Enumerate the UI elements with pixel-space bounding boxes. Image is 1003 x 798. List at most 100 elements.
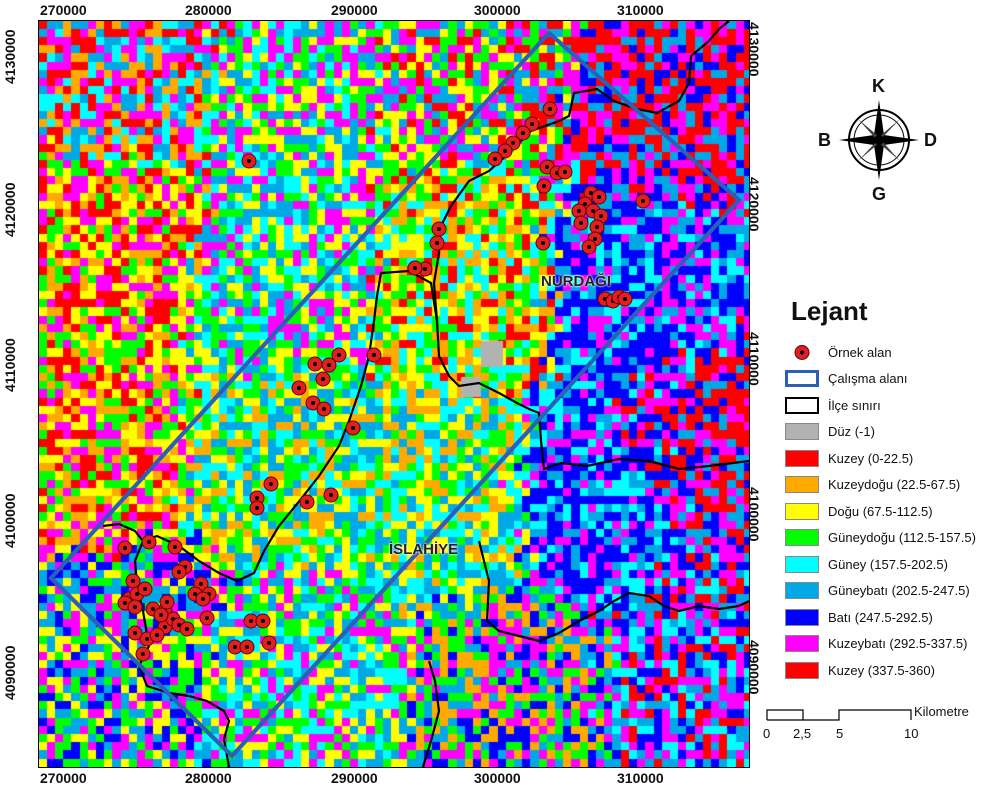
- aspect-class-swatch: [785, 661, 819, 679]
- sample-point: [127, 599, 143, 615]
- sample-point: [487, 151, 503, 167]
- x-tick-top-1: 270000: [40, 2, 87, 18]
- legend-label: Güneybatı (202.5-247.5): [828, 583, 970, 599]
- legend-label: Batı (247.5-292.5): [828, 609, 933, 625]
- x-tick-top-4: 300000: [474, 2, 521, 18]
- x-tick-bottom-4: 300000: [474, 770, 521, 786]
- sample-point: [593, 208, 609, 224]
- legend-item-aspect-class: Kuzey (337.5-360): [785, 657, 1000, 684]
- y-tick-left-4: 4100000: [2, 493, 18, 548]
- legend-label: Doğu (67.5-112.5): [828, 503, 933, 519]
- aspect-class-swatch: [785, 449, 819, 467]
- sample-point: [195, 591, 211, 607]
- legend-label: Kuzeydoğu (22.5-67.5): [828, 477, 961, 493]
- legend-item-aspect-class: Kuzey (0-22.5): [785, 445, 1000, 472]
- district-boundary-line: [421, 660, 441, 767]
- aspect-class-swatch: [785, 529, 819, 547]
- sample-point: [141, 534, 157, 550]
- sample-point: [573, 215, 589, 231]
- legend-label: Güney (157.5-202.5): [828, 556, 948, 572]
- aspect-map[interactable]: NURDAĞI İSLAHİYE: [38, 20, 750, 768]
- x-tick-top-5: 310000: [617, 2, 664, 18]
- sample-point: [159, 594, 175, 610]
- aspect-class-swatch: [785, 635, 819, 653]
- legend-item-aspect-class: Güneydoğu (112.5-157.5): [785, 525, 1000, 552]
- sample-point: [524, 116, 540, 132]
- sample-point: [316, 401, 332, 417]
- sample-point: [291, 380, 307, 396]
- legend-item-district-boundary: İlçe sınırı: [785, 392, 1000, 419]
- compass-north-label: K: [872, 76, 885, 96]
- x-tick-bottom-3: 290000: [331, 770, 378, 786]
- sample-point: [635, 193, 651, 209]
- aspect-class-swatch: [785, 502, 819, 520]
- x-tick-bottom-5: 310000: [617, 770, 664, 786]
- sample-point: [135, 646, 151, 662]
- sample-point: [307, 356, 323, 372]
- aspect-class-swatch: [785, 423, 819, 441]
- aspect-class-swatch: [785, 608, 819, 626]
- x-tick-top-3: 290000: [331, 2, 378, 18]
- legend-item-sample-point: Örnek alan: [785, 339, 1000, 366]
- sample-point: [149, 627, 165, 643]
- sample-point: [299, 494, 315, 510]
- district-boundaries: [102, 21, 749, 767]
- sample-point: [241, 153, 257, 169]
- legend-item-aspect-class: Kuzeybatı (292.5-337.5): [785, 631, 1000, 658]
- legend-label: Çalışma alanı: [828, 371, 908, 387]
- scale-bar-graphic: [766, 709, 912, 721]
- compass-rose-icon: [839, 100, 919, 180]
- sample-point: [331, 347, 347, 363]
- sample-point: [581, 239, 597, 255]
- legend-label: Kuzeybatı (292.5-337.5): [828, 636, 968, 652]
- sample-point: [535, 235, 551, 251]
- sample-point: [127, 625, 143, 641]
- district-boundary-line: [432, 21, 730, 322]
- scale-bar-tick-label: 5: [836, 726, 844, 741]
- sample-point: [261, 635, 277, 651]
- study-area-swatch: [785, 370, 819, 388]
- place-label-islahiye: İSLAHİYE: [389, 541, 459, 558]
- sample-point: [497, 143, 513, 159]
- legend-label: Güneydoğu (112.5-157.5): [828, 530, 976, 546]
- sample-point: [263, 476, 279, 492]
- scale-bar-unit: Kilometre: [914, 704, 969, 719]
- sample-points: [117, 101, 651, 662]
- y-tick-left-2: 4120000: [2, 182, 18, 237]
- scale-bar-tick-label: 10: [904, 726, 919, 741]
- sample-point: [199, 610, 215, 626]
- sample-point: [366, 347, 382, 363]
- sample-point: [515, 125, 531, 141]
- legend-item-aspect-class: Kuzeydoğu (22.5-67.5): [785, 472, 1000, 499]
- legend-item-aspect-class: Güney (157.5-202.5): [785, 551, 1000, 578]
- sample-point: [407, 260, 423, 276]
- y-tick-left-1: 4130000: [2, 29, 18, 84]
- sample-point: [125, 573, 141, 589]
- y-tick-left-5: 4090000: [2, 645, 18, 700]
- sample-point: [591, 189, 607, 205]
- district-boundary-line: [477, 540, 749, 643]
- sample-point: [542, 101, 558, 117]
- aspect-raster: [39, 21, 749, 767]
- aspect-class-swatch: [785, 582, 819, 600]
- map-overlay: [48, 21, 749, 767]
- sample-point: [117, 540, 133, 556]
- sample-point: [321, 357, 337, 373]
- legend-item-aspect-class: Düz (-1): [785, 419, 1000, 446]
- sample-point: [536, 178, 552, 194]
- sample-point: [429, 235, 445, 251]
- legend-label: Kuzey (0-22.5): [828, 450, 914, 466]
- sample-point: [137, 581, 153, 597]
- x-tick-top-2: 280000: [185, 2, 232, 18]
- sample-point: [171, 564, 187, 580]
- compass-west-label: B: [818, 130, 831, 150]
- legend-item-aspect-class: Batı (247.5-292.5): [785, 604, 1000, 631]
- district-boundary-swatch: [785, 396, 819, 414]
- sample-point: [153, 607, 169, 623]
- legend: Lejant Örnek alan Çalışma alanı İlçe sın…: [785, 296, 1000, 684]
- legend-title: Lejant: [791, 296, 868, 326]
- legend-item-aspect-class: Güneybatı (202.5-247.5): [785, 578, 1000, 605]
- compass-south-label: G: [872, 184, 887, 204]
- sample-point: [255, 613, 271, 629]
- scale-bar: Kilometre 0 2,5 5 10: [763, 704, 993, 746]
